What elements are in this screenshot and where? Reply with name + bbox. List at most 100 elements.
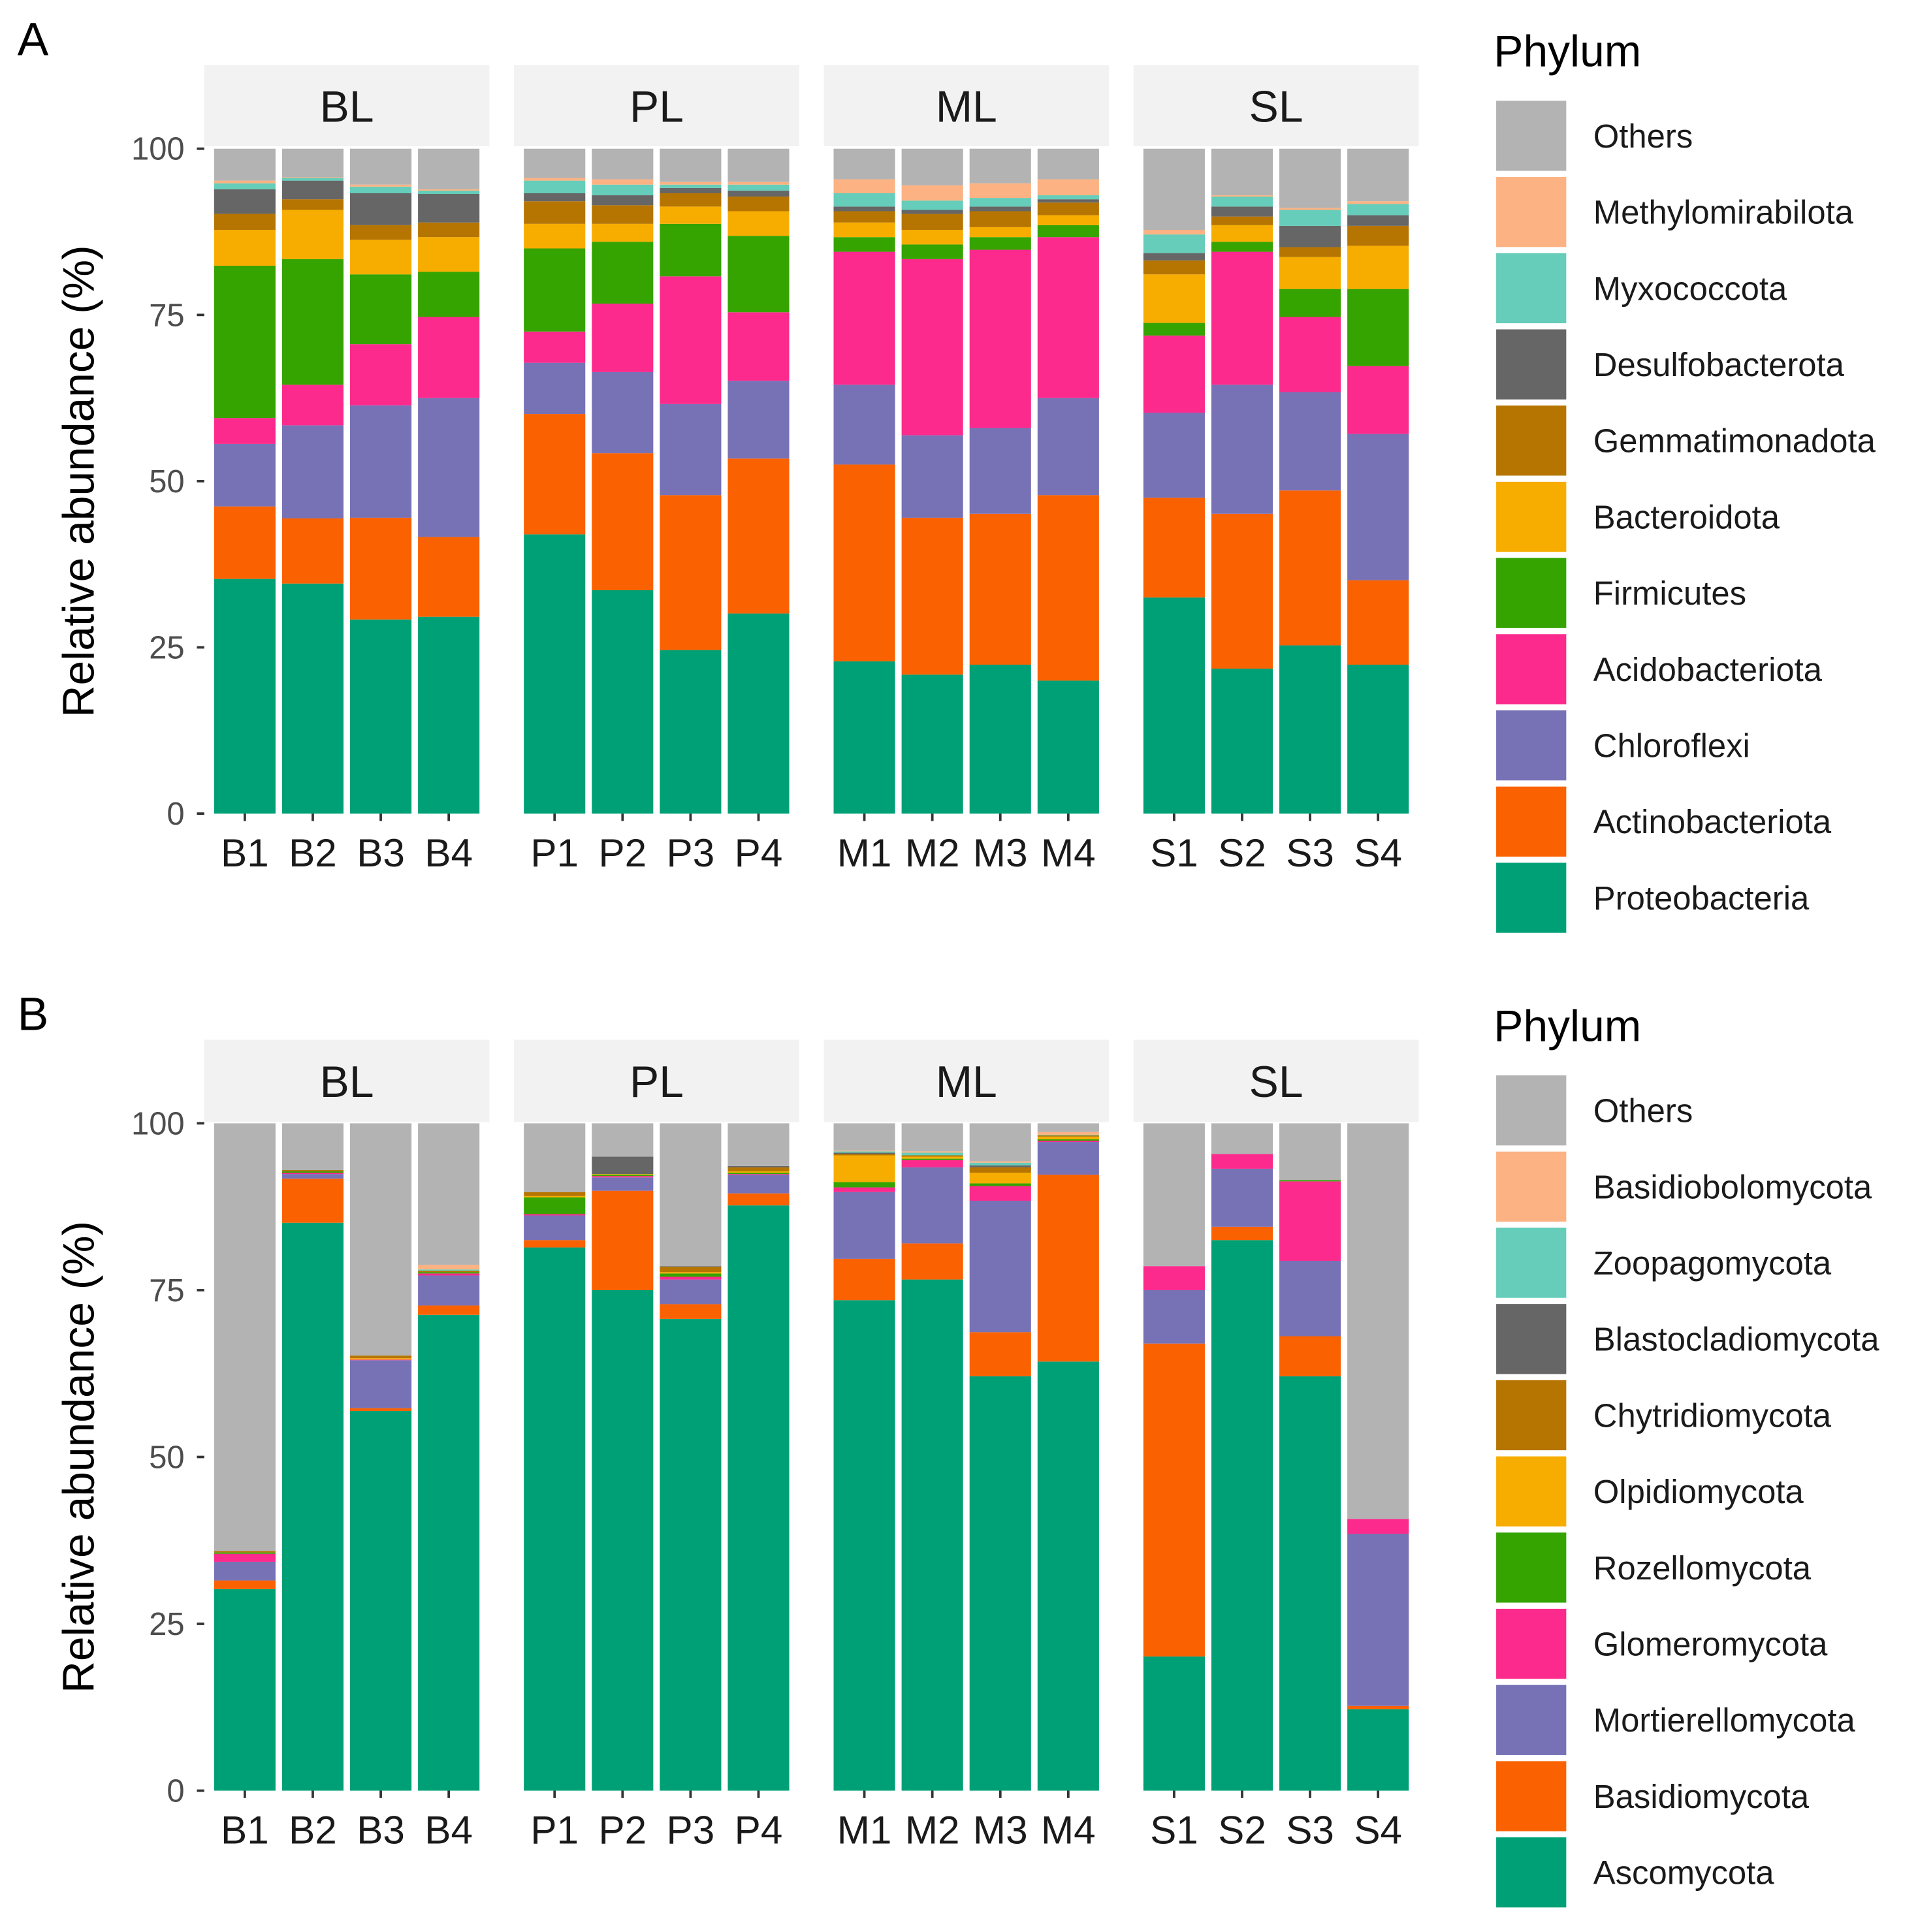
bar-segment-others — [592, 1123, 654, 1157]
bar-segment-acidobacteriota — [1279, 317, 1341, 392]
legend-key — [1496, 1761, 1567, 1831]
bar-segment-basidiomycota — [524, 1240, 586, 1248]
bar-segment-bacteroidota — [727, 211, 790, 236]
legend-key — [1496, 481, 1567, 552]
bar-segment-basidiomycota — [1211, 1226, 1273, 1241]
bar-segment-glomeromycota — [901, 1160, 963, 1167]
x-tick-label: S2 — [1218, 1807, 1266, 1852]
bar-segment-others — [524, 148, 586, 178]
bar-segment-others — [350, 1123, 412, 1356]
bar-segment-mortierellomycota — [660, 1279, 722, 1305]
bar-segment-acidobacteriota — [214, 418, 276, 444]
bar-segment-gemmatimonadota — [1143, 260, 1205, 275]
x-tick-label: M2 — [905, 831, 960, 875]
bar-segment-basidiomycota — [281, 1179, 344, 1223]
bar-segment-desulfobacterota — [1211, 206, 1273, 217]
bar-segment-bacteroidota — [969, 227, 1031, 238]
bar-segment-bacteroidota — [1211, 225, 1273, 242]
bar-segment-chloroflexi — [281, 425, 344, 518]
legend-key — [1496, 405, 1567, 476]
bar-segment-acidobacteriota — [660, 276, 722, 404]
bar-segment-olpidiomycota — [727, 1171, 790, 1173]
y-tick-label: 0 — [167, 1773, 184, 1809]
bar-segment-gemmatimonadota — [1279, 247, 1341, 257]
bar-segment-glomeromycota — [214, 1553, 276, 1562]
bar-segment-others — [1279, 148, 1341, 208]
bar-segment-bacteroidota — [592, 223, 654, 242]
bar-segment-bacteroidota — [418, 237, 480, 272]
bar-segment-actinobacteriota — [418, 537, 480, 617]
bar-segment-firmicutes — [660, 223, 722, 277]
bar-segment-basidiomycota — [901, 1243, 963, 1280]
bar-segment-firmicutes — [1143, 323, 1205, 336]
bar-segment-firmicutes — [969, 237, 1031, 250]
bar-segment-rozellomycota — [418, 1272, 480, 1274]
legend-key — [1496, 558, 1567, 628]
bar-segment-glomeromycota — [418, 1273, 480, 1276]
x-tick-label: B3 — [357, 1807, 405, 1852]
y-tick-label: 100 — [131, 132, 185, 167]
legend-label: Basidiobolomycota — [1593, 1168, 1872, 1205]
bar-segment-others — [592, 148, 654, 180]
legend-key — [1496, 710, 1567, 781]
x-tick-label: M1 — [837, 1807, 892, 1852]
bar-segment-desulfobacterota — [1279, 225, 1341, 247]
bar-segment-actinobacteriota — [1037, 495, 1099, 681]
facet-strip — [1133, 65, 1419, 146]
legend-key — [1496, 1685, 1567, 1755]
legend-key — [1496, 1837, 1567, 1908]
legend-key — [1496, 1075, 1567, 1146]
bar-segment-mortierellomycota — [1143, 1290, 1205, 1344]
bar-segment-mortierellomycota — [592, 1177, 654, 1191]
bar-segment-basidiomycota — [214, 1580, 276, 1589]
facet-label: PL — [630, 82, 684, 131]
bar-segment-acidobacteriota — [281, 385, 344, 426]
bar-segment-chloroflexi — [592, 372, 654, 454]
bar-segment-methylomirabilota — [1279, 208, 1341, 210]
bar-segment-methylomirabilota — [901, 185, 963, 201]
bar-segment-desulfobacterota — [592, 195, 654, 206]
bar-segment-myxococcota — [833, 193, 895, 207]
y-tick-label: 0 — [167, 797, 184, 832]
bar-segment-zoopagomycota — [901, 1152, 963, 1156]
bar-segment-firmicutes — [524, 248, 586, 332]
bar-segment-basidiomycota — [1143, 1343, 1205, 1657]
x-tick-label: M3 — [973, 831, 1028, 875]
bar-segment-others — [1279, 1123, 1341, 1180]
x-tick-label: B3 — [357, 831, 405, 875]
bar-segment-basidiomycota — [350, 1408, 412, 1411]
bar-segment-blastocladiomycota — [969, 1165, 1031, 1167]
bar-segment-myxococcota — [418, 190, 480, 195]
legend-key — [1496, 1608, 1567, 1679]
bar-segment-blastocladiomycota — [833, 1152, 895, 1154]
bar-segment-ascomycota — [1279, 1376, 1341, 1791]
bar-segment-proteobacteria — [281, 583, 344, 814]
bar-segment-actinobacteriota — [833, 464, 895, 661]
bar-segment-mortierellomycota — [969, 1200, 1031, 1333]
x-tick-label: S4 — [1354, 831, 1402, 875]
x-tick-label: B2 — [289, 1807, 337, 1852]
bar-segment-methylomirabilota — [524, 178, 586, 181]
bar-segment-actinobacteriota — [969, 513, 1031, 665]
x-tick-label: S3 — [1286, 831, 1334, 875]
bar-segment-olpidiomycota — [592, 1174, 654, 1175]
bar-segment-mortierellomycota — [281, 1174, 344, 1179]
facet-strip — [204, 65, 490, 146]
legend-key — [1496, 786, 1567, 857]
legend-label: Blastocladiomycota — [1593, 1321, 1880, 1358]
bar-segment-olpidiomycota — [524, 1196, 586, 1197]
y-tick-label: 75 — [149, 1273, 184, 1308]
bar-segment-gemmatimonadota — [901, 214, 963, 230]
legend-key — [1496, 1304, 1567, 1374]
y-tick-label: 25 — [149, 630, 184, 665]
legend-label: Glomeromycota — [1593, 1625, 1828, 1662]
bar-segment-chytridiomycota — [727, 1167, 790, 1172]
bar-segment-desulfobacterota — [1037, 199, 1099, 203]
panel-label: B — [18, 988, 49, 1040]
bar-segment-acidobacteriota — [592, 304, 654, 372]
bar-segment-firmicutes — [592, 242, 654, 304]
x-tick-label: M4 — [1041, 1807, 1096, 1852]
bar-segment-ascomycota — [214, 1589, 276, 1791]
bar-segment-others — [1347, 1123, 1409, 1519]
bar-segment-others — [833, 148, 895, 180]
